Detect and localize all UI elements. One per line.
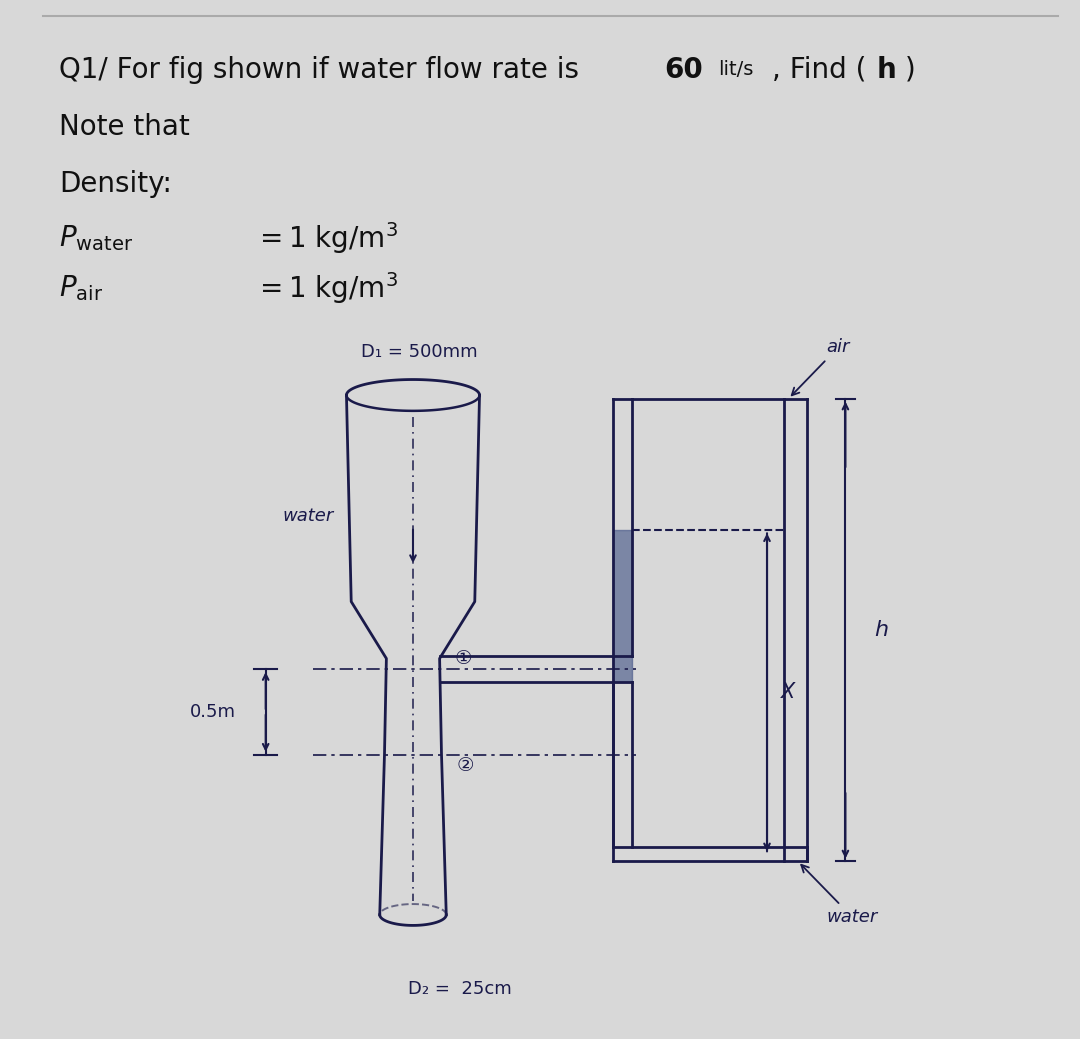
Text: ): ) bbox=[905, 56, 916, 84]
Text: Q1/ For fig shown if water flow rate is: Q1/ For fig shown if water flow rate is bbox=[59, 56, 589, 84]
Text: , Find (: , Find ( bbox=[772, 56, 866, 84]
Text: lit/s: lit/s bbox=[718, 60, 754, 79]
Text: air: air bbox=[792, 339, 850, 395]
Text: h: h bbox=[874, 620, 888, 640]
Text: Density:: Density: bbox=[59, 169, 173, 197]
Text: $= 1\ \mathrm{kg/m}^3$: $= 1\ \mathrm{kg/m}^3$ bbox=[254, 270, 397, 307]
Text: Note that: Note that bbox=[59, 113, 190, 140]
Text: water: water bbox=[801, 864, 878, 926]
Text: D₂ =  25cm: D₂ = 25cm bbox=[408, 981, 512, 998]
Text: $P_{\mathrm{water}}$: $P_{\mathrm{water}}$ bbox=[59, 222, 134, 252]
Text: 0.5m: 0.5m bbox=[190, 703, 235, 721]
Text: ②: ② bbox=[457, 755, 474, 775]
Text: 60: 60 bbox=[664, 56, 703, 84]
Text: X: X bbox=[781, 683, 796, 702]
Text: water: water bbox=[283, 507, 334, 525]
Text: D₁ = 500mm: D₁ = 500mm bbox=[361, 344, 477, 362]
Text: $= 1\ \mathrm{kg/m}^3$: $= 1\ \mathrm{kg/m}^3$ bbox=[254, 219, 397, 256]
Text: h: h bbox=[877, 56, 896, 84]
Text: $P_{\mathrm{air}}$: $P_{\mathrm{air}}$ bbox=[59, 273, 104, 303]
Text: ①: ① bbox=[455, 649, 472, 668]
